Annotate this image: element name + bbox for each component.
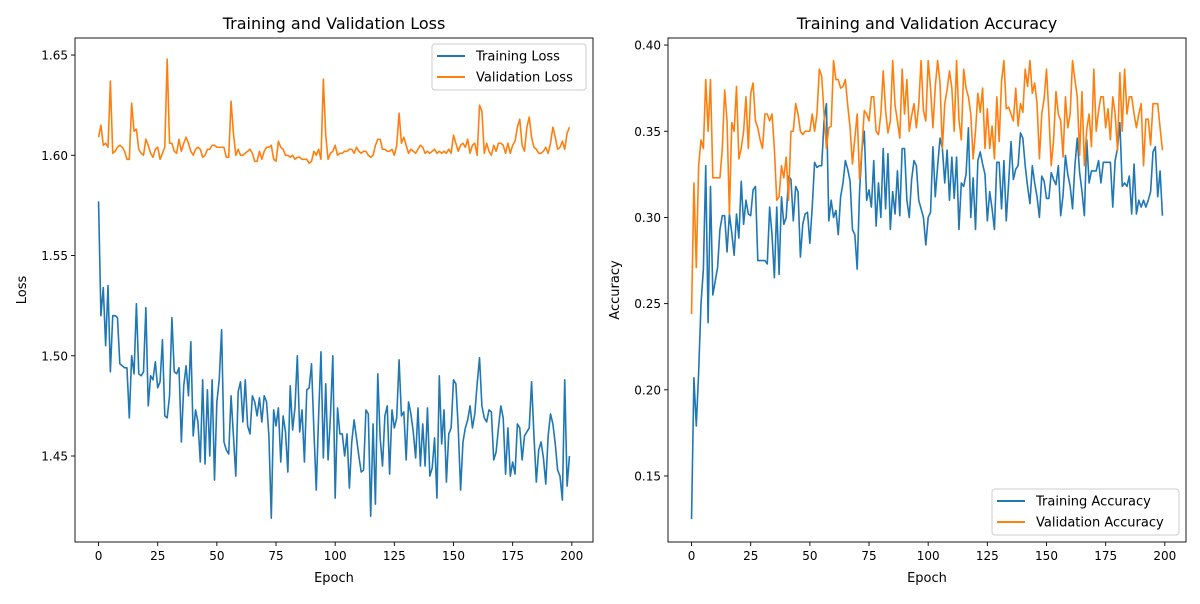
accuracy-chart: Training and Validation Accuracy Epoch A… — [608, 14, 1187, 586]
loss-chart-xtick-label: 0 — [95, 549, 103, 563]
accuracy-chart-ytick-label: 0.30 — [634, 211, 661, 225]
accuracy-chart-ytick-label: 0.40 — [634, 39, 661, 53]
loss-chart-xtick-label: 200 — [560, 549, 583, 563]
accuracy-chart-ytick-label: 0.25 — [634, 297, 661, 311]
accuracy-chart-xtick-label: 50 — [802, 549, 817, 563]
loss-chart: Training and Validation Loss Epoch Loss … — [15, 14, 594, 586]
accuracy-chart-series-training-accuracy-line — [690, 102, 1164, 520]
loss-chart-ytick-label: 1.50 — [41, 349, 68, 363]
accuracy-chart-legend: Training Accuracy Validation Accuracy — [991, 488, 1180, 536]
loss-chart-xlabel: Epoch — [314, 571, 354, 586]
loss-chart-xtick-label: 75 — [268, 549, 283, 563]
loss-chart-axes-frame — [74, 37, 594, 543]
accuracy-chart-xtick-label: 25 — [743, 549, 758, 563]
loss-chart-xtick-label: 175 — [501, 549, 524, 563]
accuracy-chart-ytick-label: 0.20 — [634, 383, 661, 397]
loss-chart-xtick-label: 125 — [383, 549, 406, 563]
loss-chart-title: Training and Validation Loss — [222, 14, 446, 33]
accuracy-chart-xlabel: Epoch — [907, 571, 947, 586]
accuracy-chart-xtick-label: 125 — [976, 549, 999, 563]
loss-chart-series-validation-loss-line — [97, 58, 571, 165]
loss-chart-legend-box — [431, 43, 587, 91]
accuracy-chart-title: Training and Validation Accuracy — [796, 14, 1058, 33]
accuracy-chart-ytick-label: 0.35 — [634, 125, 661, 139]
loss-chart-ytick-label: 1.60 — [41, 149, 68, 163]
accuracy-chart-xtick-label: 75 — [861, 549, 876, 563]
accuracy-chart-xtick-label: 0 — [688, 549, 696, 563]
loss-chart-xtick-label: 100 — [324, 549, 347, 563]
accuracy-chart-legend-box — [991, 488, 1180, 536]
loss-chart-xtick-label: 25 — [150, 549, 165, 563]
accuracy-chart-ytick-label: 0.15 — [634, 469, 661, 483]
loss-chart-ytick-label: 1.65 — [41, 49, 68, 63]
accuracy-chart-ylabel: Accuracy — [608, 260, 623, 320]
loss-chart-ytick-label: 1.55 — [41, 249, 68, 263]
accuracy-chart-xtick-label: 150 — [1035, 549, 1058, 563]
loss-chart-xtick-label: 150 — [442, 549, 465, 563]
accuracy-chart-xtick-label: 200 — [1153, 549, 1176, 563]
accuracy-chart-xtick-label: 175 — [1094, 549, 1117, 563]
accuracy-chart-axes-frame — [667, 37, 1187, 543]
loss-chart-xtick-label: 50 — [209, 549, 224, 563]
loss-chart-legend-label: Validation Loss — [476, 71, 573, 86]
loss-chart-legend-label: Training Loss — [475, 50, 560, 65]
accuracy-chart-xtick-label: 100 — [917, 549, 940, 563]
loss-chart-series-training-loss-line — [97, 201, 571, 519]
accuracy-chart-legend-label: Training Accuracy — [1035, 495, 1151, 510]
loss-chart-ylabel: Loss — [15, 276, 30, 305]
loss-chart-ytick-label: 1.45 — [41, 449, 68, 463]
loss-chart-legend: Training Loss Validation Loss — [431, 43, 587, 91]
accuracy-chart-series-validation-accuracy-line — [690, 59, 1164, 314]
accuracy-chart-legend-label: Validation Accuracy — [1036, 516, 1164, 531]
